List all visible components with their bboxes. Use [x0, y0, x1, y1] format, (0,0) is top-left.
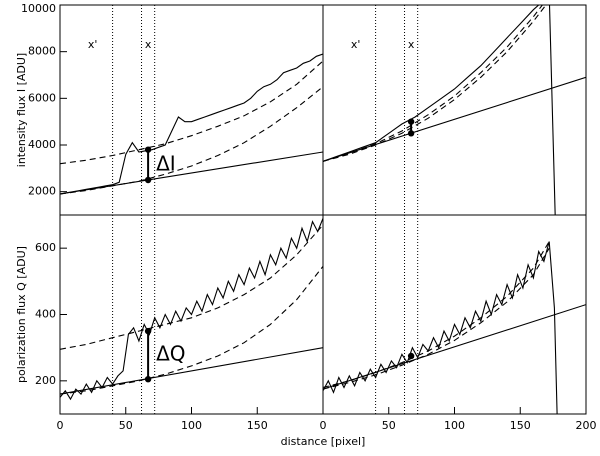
x-tick-label: 100 — [181, 419, 202, 432]
plot-area — [323, 5, 586, 215]
x-tick-label: 0 — [57, 419, 64, 432]
y-axis-label: intensity flux I [ADU] — [15, 53, 28, 167]
plot-area — [60, 5, 323, 215]
data-line — [323, 5, 547, 162]
data-line — [60, 60, 323, 165]
data-line — [60, 224, 323, 350]
data-line — [60, 266, 323, 395]
x-tick-label: 150 — [510, 419, 531, 432]
reference-label: x — [408, 38, 415, 51]
reference-label: x' — [351, 38, 361, 51]
data-line — [323, 247, 550, 390]
point — [144, 327, 152, 335]
x-tick-label: 150 — [247, 419, 268, 432]
y-tick-label: 200 — [35, 374, 56, 387]
x-tick-label: 100 — [444, 419, 465, 432]
y-tick-label: 6000 — [28, 91, 56, 104]
point — [407, 130, 415, 137]
data-line — [60, 151, 323, 195]
plot-area — [60, 215, 323, 414]
axes-frame — [322, 4, 587, 216]
x-tick-label: 200 — [576, 419, 597, 432]
point — [144, 375, 152, 383]
reference-label: x' — [88, 38, 98, 51]
y-tick-label: 400 — [35, 308, 56, 321]
data-line — [60, 218, 323, 401]
y-axis-label: polarization flux Q [ADU] — [15, 246, 28, 383]
y-tick-label: 10000 — [21, 2, 56, 15]
point — [144, 176, 152, 184]
axes-frame — [322, 214, 587, 415]
y-tick-label: 4000 — [28, 138, 56, 151]
data-line — [323, 304, 586, 390]
data-line — [60, 86, 323, 195]
x-axis-label: distance [pixel] — [281, 435, 366, 448]
data-line — [323, 76, 586, 162]
y-tick-label: 600 — [35, 241, 56, 254]
reference-label: x — [145, 38, 152, 51]
data-line — [323, 241, 550, 389]
annotation: ΔI — [156, 151, 176, 175]
data-line — [323, 5, 556, 215]
point — [407, 352, 415, 360]
plot-area — [323, 215, 586, 414]
x-tick-label: 50 — [382, 419, 396, 432]
point — [407, 118, 415, 125]
x-tick-label: 50 — [119, 419, 133, 432]
y-tick-label: 8000 — [28, 45, 56, 58]
x-tick-label: 0 — [320, 419, 327, 432]
data-line — [60, 53, 323, 195]
axes-frame — [59, 4, 324, 216]
annotation: ΔQ — [156, 342, 185, 366]
data-line — [323, 5, 544, 162]
y-tick-label: 2000 — [28, 185, 56, 198]
point — [144, 146, 152, 153]
data-line — [323, 241, 558, 414]
data-line — [60, 347, 323, 395]
